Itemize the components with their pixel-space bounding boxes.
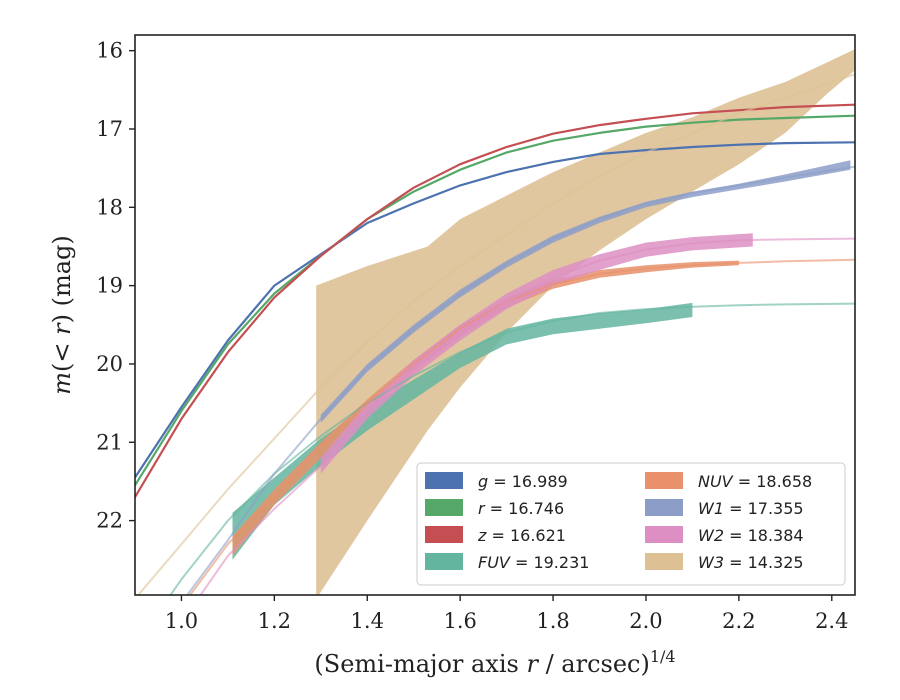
y-tick-label: 17 (96, 117, 123, 141)
y-tick-label: 20 (96, 352, 123, 376)
legend-label-w1: W1 = 17.355 (698, 499, 804, 518)
band-w2 (320, 233, 753, 474)
legend-label-nuv: NUV = 18.658 (698, 472, 812, 491)
legend-swatch-z (425, 526, 463, 543)
x-tick-label: 1.4 (351, 609, 384, 633)
fit-line-r (135, 114, 855, 487)
legend-swatch-w3 (645, 553, 683, 570)
x-axis: 1.0 1.2 1.4 1.6 1.8 2.0 2.2 2.4 (165, 595, 848, 633)
legend-label-w2: W2 = 18.384 (698, 526, 804, 545)
y-axis: 16 17 18 19 20 21 22 (96, 39, 135, 533)
legend-swatch-g (425, 472, 463, 489)
fit-line-z (135, 103, 855, 499)
x-tick-label: 1.6 (443, 609, 476, 633)
legend-swatch-nuv (645, 472, 683, 489)
x-tick-label: 1.2 (258, 609, 291, 633)
y-tick-label: 16 (96, 39, 123, 63)
band-fuv (232, 302, 693, 560)
legend-swatch-fuv (425, 553, 463, 570)
y-tick-label: 21 (96, 430, 123, 454)
y-tick-label: 22 (96, 509, 123, 533)
legend-label-fuv: FUV = 19.231 (478, 553, 589, 572)
plot-frame (134, 34, 856, 596)
legend-swatch-r (425, 499, 463, 516)
fit-line-w1 (186, 165, 855, 595)
fit-line-w2 (199, 237, 855, 595)
legend-label-r: r = 16.746 (478, 499, 564, 518)
fit-line-w3 (136, 73, 855, 595)
legend-swatch-w1 (645, 499, 683, 516)
legend-frame (416, 462, 846, 586)
x-tick-label: 1.0 (165, 609, 198, 633)
y-axis-label: m(< r) (mag) (48, 235, 76, 395)
legend: g = 16.989 r = 16.746 z = 16.621 FUV = 19.2… (416, 462, 846, 586)
legend-label-w3: W3 = 14.325 (698, 553, 804, 572)
fit-line-fuv (169, 302, 855, 595)
fit-line-g (135, 141, 855, 479)
legend-swatch-w2 (645, 526, 683, 543)
x-axis-label: (Semi-major axis r / arcsec)1/4 (314, 647, 675, 678)
y-tick-label: 19 (96, 274, 123, 298)
fit-layer (135, 73, 855, 595)
x-tick-label: 2.2 (722, 609, 755, 633)
fit-line-nuv (188, 258, 855, 595)
x-tick-label: 2.4 (815, 609, 848, 633)
legend-label-z: z = 16.621 (477, 526, 566, 545)
legend-label-g: g = 16.989 (478, 472, 568, 491)
y-tick-label: 18 (96, 195, 123, 219)
x-tick-label: 1.8 (536, 609, 569, 633)
x-tick-label: 2.0 (629, 609, 662, 633)
